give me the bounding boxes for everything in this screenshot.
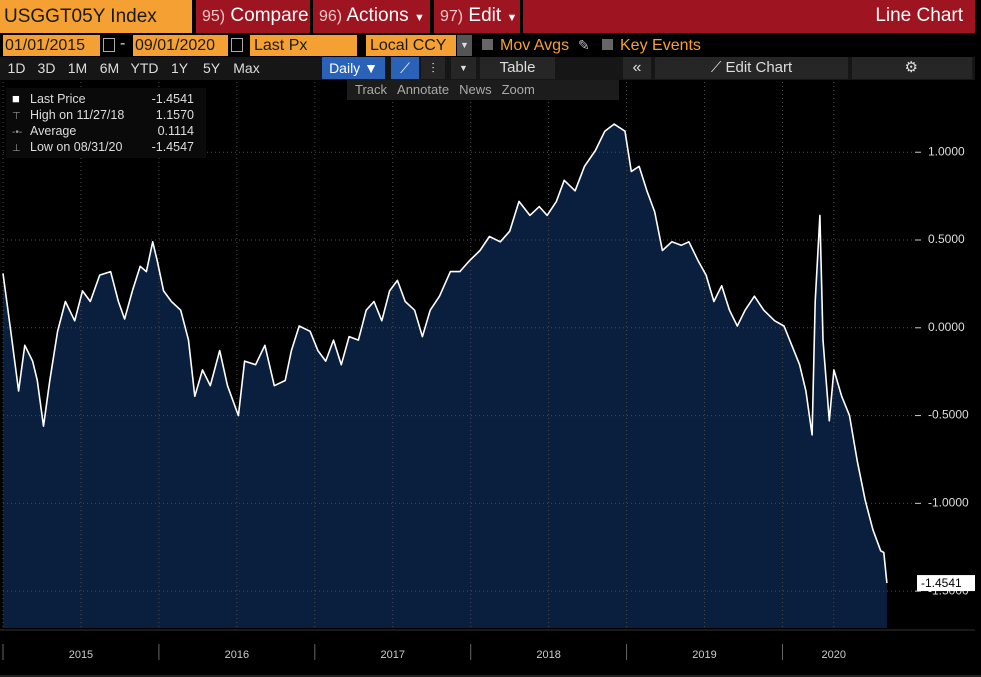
period-button[interactable]: 6M (99, 60, 120, 76)
x-tick-label: 2019 (692, 649, 716, 661)
key: 95) (202, 8, 226, 25)
edit-chart-button[interactable]: ⟋ Edit Chart (655, 57, 848, 79)
calendar-icon[interactable] (103, 38, 115, 52)
start-date[interactable]: 01/01/2015 (3, 35, 100, 56)
legend-value: -1.4547 (151, 140, 194, 154)
field-select[interactable]: Last Px (250, 35, 357, 56)
legend-icon: ⊤ (12, 111, 21, 122)
legend-value: 0.1114 (157, 124, 194, 138)
y-tick-label: 1.0000 (928, 144, 965, 158)
x-tick-label: 2017 (381, 649, 405, 661)
compare-button[interactable]: 95) Compare (196, 0, 310, 33)
line-icon[interactable]: ⟋ (391, 57, 419, 79)
collapse-button[interactable]: « (623, 57, 651, 79)
legend-label: Low on 08/31/20 (30, 140, 123, 154)
chart-tool[interactable]: Annotate (397, 82, 450, 97)
frequency-button[interactable]: Daily ▼ (322, 57, 385, 79)
dash: - (120, 35, 126, 52)
last-price-label: -1.4541 (921, 576, 962, 590)
x-tick-label: 2016 (225, 649, 249, 661)
dropdown[interactable]: ▼ (457, 35, 472, 56)
x-tick-label: 2015 (69, 649, 93, 661)
legend-row: -•- Average 0.1114 (12, 123, 202, 139)
x-tick-label: 2020 (822, 649, 846, 661)
period-button[interactable]: Max (233, 60, 260, 76)
period-button[interactable]: 1D (7, 60, 26, 76)
title-bar: Line Chart (523, 0, 975, 33)
legend: ■ Last Price -1.4541 ⊤ High on 11/27/18 1.157… (6, 88, 206, 158)
key-events[interactable]: Key Events (620, 37, 701, 54)
period-button[interactable]: YTD (130, 60, 159, 76)
currency-select[interactable]: Local CCY (366, 35, 456, 56)
period-button[interactable]: 3D (37, 60, 56, 76)
key: 97) (440, 8, 464, 25)
y-tick-label: -0.5000 (928, 408, 969, 422)
actions-button[interactable]: 96) Actions ▼ (313, 0, 430, 33)
x-axis-band (0, 628, 975, 677)
bar-icon[interactable]: ⫶ (421, 57, 445, 79)
key: 96) (319, 8, 343, 25)
legend-icon: ■ (12, 91, 20, 106)
calendar-icon[interactable] (231, 38, 243, 52)
settings-button[interactable]: ⚙ (852, 57, 972, 79)
legend-label: Last Price (30, 92, 86, 106)
legend-value: 1.1570 (155, 108, 194, 122)
chart-tools: Track Annotate News Zoom (347, 80, 619, 100)
pencil-icon[interactable]: ✎ (578, 37, 590, 53)
end-date[interactable]: 09/01/2020 (133, 35, 228, 56)
legend-row: ⊤ High on 11/27/18 1.1570 (12, 107, 202, 123)
edit-chart: Edit Chart (725, 59, 793, 76)
title: Line Chart (875, 5, 963, 26)
checkbox[interactable] (482, 39, 493, 50)
y-tick-label: 0.0000 (928, 320, 965, 334)
mov-avgs[interactable]: Mov Avgs (500, 37, 570, 54)
edit-button[interactable]: 97) Edit ▼ (434, 0, 520, 33)
legend-value: -1.4541 (151, 92, 194, 106)
x-tick-label: 2018 (536, 649, 560, 661)
period-button[interactable]: 5Y (202, 60, 221, 76)
legend-icon: ⊥ (12, 143, 21, 154)
period-button[interactable]: 1M (67, 60, 88, 76)
label: Compare (230, 5, 309, 26)
label: Actions (346, 5, 409, 26)
security-field[interactable]: USGGT05Y Index (0, 0, 192, 33)
y-tick-label: 0.5000 (928, 232, 965, 246)
legend-label: High on 11/27/18 (30, 108, 125, 122)
legend-icon: -•- (12, 127, 23, 138)
checkbox[interactable] (602, 39, 613, 50)
chart-tool[interactable]: Zoom (501, 82, 535, 97)
grid (2, 82, 915, 628)
label: Edit (468, 5, 502, 26)
y-tick-label: -1.0000 (928, 496, 969, 510)
period-button[interactable]: 1Y (170, 60, 189, 76)
legend-row: ■ Last Price -1.4541 (12, 91, 202, 107)
legend-label: Average (30, 124, 77, 138)
chart-type-dropdown[interactable]: ▼ (451, 57, 476, 79)
table-button[interactable]: Table (480, 57, 555, 79)
frequency: Daily (329, 60, 361, 76)
line (2, 123, 888, 584)
legend-row: ⊥ Low on 08/31/20 -1.4547 (12, 139, 202, 155)
area (3, 124, 887, 628)
chart-tool[interactable]: Track (355, 82, 388, 97)
last-price-tag (917, 575, 975, 592)
chart-tool[interactable]: News (459, 82, 492, 97)
